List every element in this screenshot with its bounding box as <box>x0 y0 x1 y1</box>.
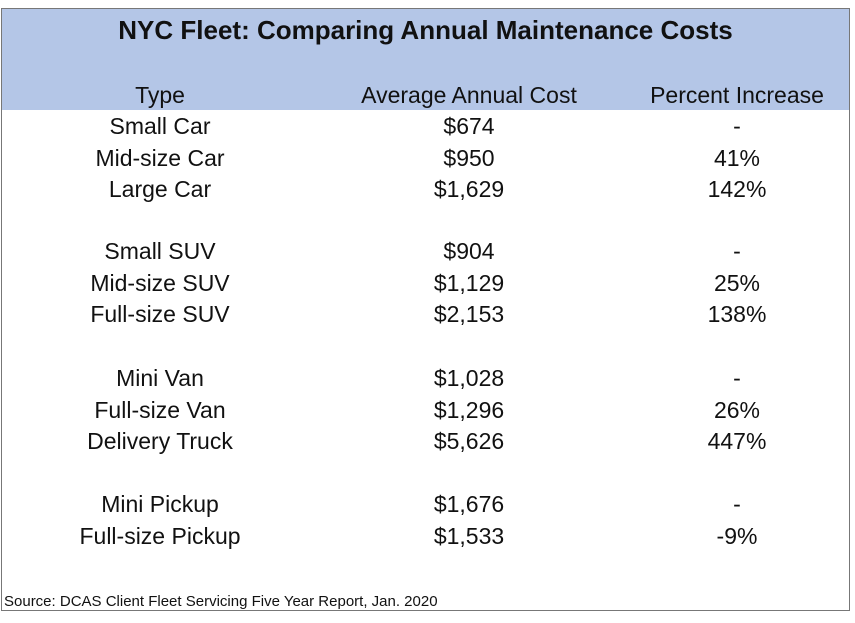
cost-cell: $904 <box>443 238 495 264</box>
cost-cell: $950 <box>443 144 495 171</box>
type-cell: Mini Van <box>116 365 204 391</box>
type-cell: Large Car <box>108 176 212 202</box>
percent-cell: 25% <box>713 269 761 296</box>
type-cell: Full-size Van <box>94 396 226 423</box>
cost-cell: $1,129 <box>433 269 505 296</box>
type-cell: Delivery Truck <box>87 428 233 454</box>
type-cell: Full-size SUV <box>90 301 230 327</box>
percent-cell: 447% <box>707 428 767 454</box>
column-header-percent: Percent Increase <box>650 82 824 108</box>
type-cell: Small Car <box>109 113 211 139</box>
percent-cell: - <box>733 238 741 264</box>
column-header-cost: Average Annual Cost <box>361 82 577 108</box>
type-cell: Mini Pickup <box>101 491 219 517</box>
cost-cell: $5,626 <box>433 428 505 454</box>
percent-cell: 26% <box>713 396 761 423</box>
cost-cell: $1,533 <box>433 522 505 549</box>
cost-cell: $674 <box>443 113 495 139</box>
percent-cell: - <box>733 491 741 517</box>
cost-cell: $1,676 <box>433 491 505 517</box>
percent-cell: - <box>733 365 741 391</box>
type-cell: Full-size Pickup <box>79 522 241 549</box>
type-cell: Small SUV <box>104 238 216 264</box>
source-note: Source: DCAS Client Fleet Servicing Five… <box>4 593 438 610</box>
cost-table: NYC Fleet: Comparing Annual Maintenance … <box>1 8 850 611</box>
percent-cell: 138% <box>707 301 767 327</box>
cost-cell: $2,153 <box>433 301 505 327</box>
column-header-type: Type <box>135 82 185 108</box>
table-header: NYC Fleet: Comparing Annual Maintenance … <box>2 9 849 110</box>
type-cell: Mid-size Car <box>95 144 225 171</box>
percent-cell: -9% <box>716 522 758 549</box>
cost-cell: $1,028 <box>433 365 505 391</box>
percent-cell: - <box>733 113 741 139</box>
cost-cell: $1,296 <box>433 396 505 423</box>
table-title: NYC Fleet: Comparing Annual Maintenance … <box>118 15 733 45</box>
percent-cell: 41% <box>713 144 761 171</box>
type-cell: Mid-size SUV <box>90 269 230 296</box>
percent-cell: 142% <box>707 176 767 202</box>
cost-cell: $1,629 <box>433 176 505 202</box>
